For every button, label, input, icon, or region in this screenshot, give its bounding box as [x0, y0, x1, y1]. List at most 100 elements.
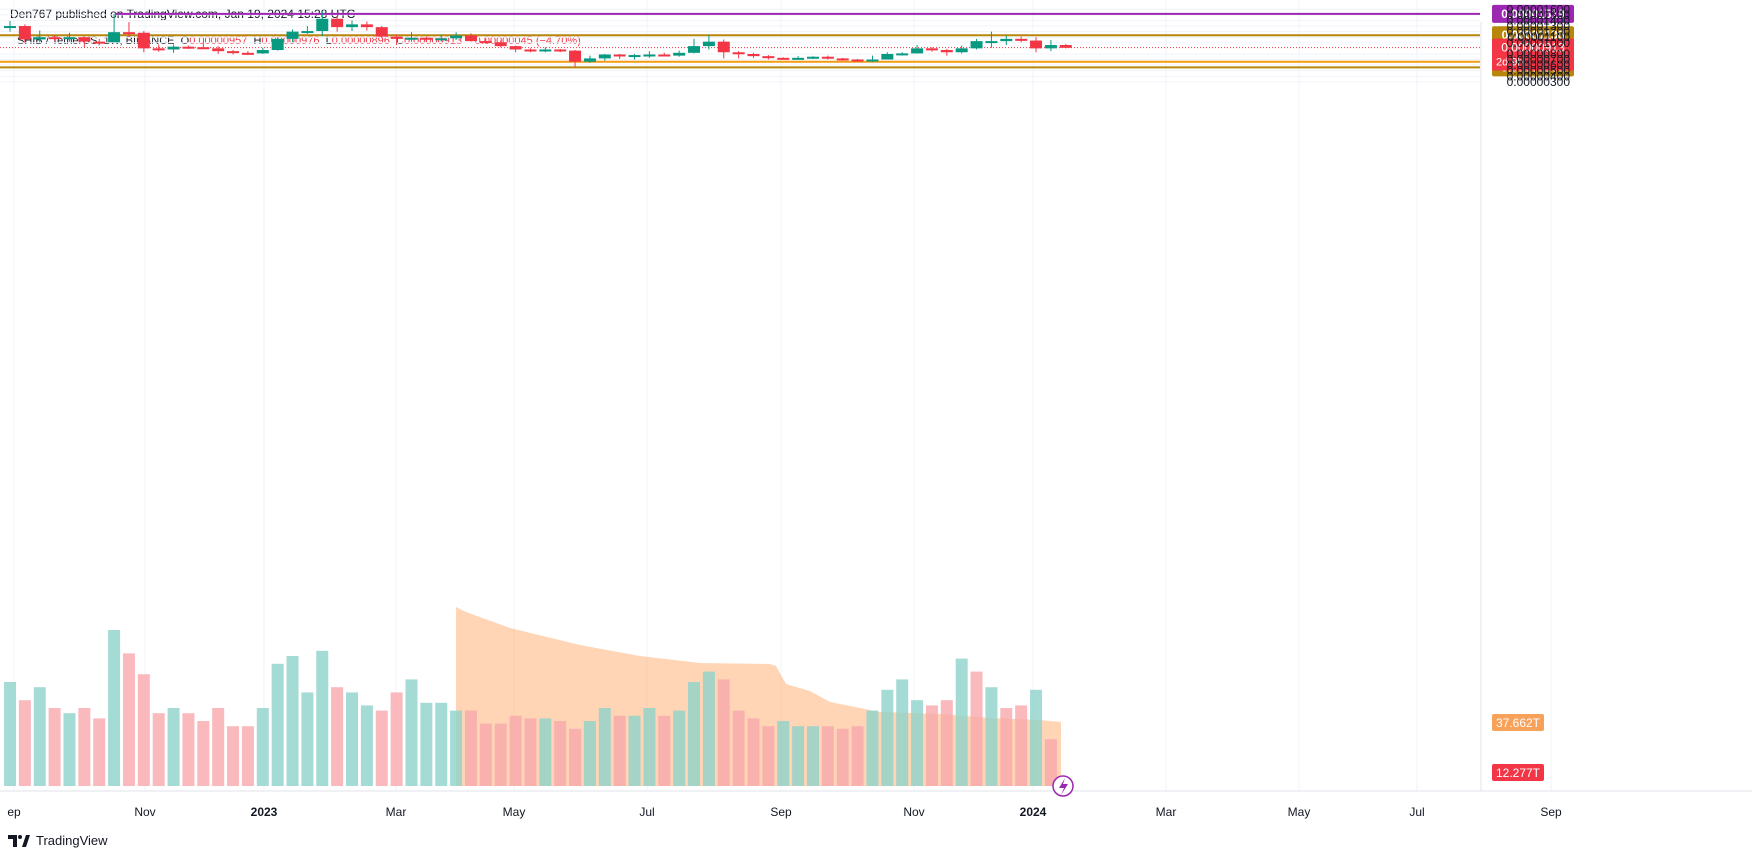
- tradingview-logo-icon: [8, 834, 30, 847]
- volume-bar: [286, 656, 299, 786]
- candle: [301, 26, 314, 34]
- y-tick-label: 0.00001300: [1507, 19, 1571, 33]
- candle: [702, 34, 715, 50]
- candle-body: [896, 53, 909, 56]
- volume-bar: [851, 726, 864, 786]
- candle-body: [866, 59, 879, 62]
- candle-body: [806, 56, 819, 59]
- volume-bar: [197, 721, 210, 786]
- close-label: C: [396, 35, 404, 47]
- candle: [688, 38, 701, 54]
- candle-body: [747, 53, 760, 57]
- candle-body: [450, 35, 463, 39]
- volume-bar: [360, 705, 373, 786]
- candle-body: [613, 54, 626, 57]
- candle-body: [851, 59, 864, 62]
- volume-bar: [970, 671, 983, 786]
- volume-bar: [673, 710, 686, 786]
- volume-bar: [866, 710, 879, 786]
- candle: [93, 38, 106, 45]
- candle: [241, 51, 254, 56]
- candle: [673, 50, 686, 57]
- replay-icon[interactable]: [1052, 775, 1074, 797]
- volume-bar: [435, 702, 448, 786]
- candle-body: [628, 55, 641, 58]
- volume-bar: [732, 710, 745, 786]
- volume-bar: [182, 713, 195, 786]
- candle-body: [836, 58, 849, 61]
- candle: [33, 30, 46, 43]
- candle-body: [286, 31, 299, 39]
- candle-body: [152, 48, 165, 51]
- candle: [554, 48, 567, 53]
- y-tick-label: 0.00000300: [1507, 75, 1571, 89]
- volume-bar: [346, 692, 359, 786]
- x-tick-label: Mar: [386, 805, 407, 819]
- volume-tag-label: 12.277T: [1496, 766, 1541, 780]
- x-tick-label: Nov: [903, 805, 924, 819]
- volume-bar: [911, 700, 924, 786]
- volume-bar: [18, 700, 31, 786]
- volume-bar: [331, 687, 344, 786]
- y-tick-label: 0.00000600: [1507, 58, 1571, 72]
- candle: [137, 31, 150, 53]
- volume-bar: [108, 630, 121, 786]
- candle-body: [985, 41, 998, 44]
- countdown-label: 2d 9h: [1496, 57, 1524, 69]
- candle: [227, 50, 240, 55]
- volume-bar: [122, 653, 135, 786]
- volume-bar: [985, 687, 998, 786]
- volume-bar: [762, 726, 775, 786]
- candle: [212, 46, 225, 54]
- candle: [331, 15, 344, 32]
- candle: [78, 36, 91, 48]
- volume-bar: [925, 705, 938, 786]
- tradingview-brand[interactable]: TradingView: [8, 833, 108, 848]
- y-tick-label: 0.00000400: [1507, 69, 1571, 83]
- candle: [940, 48, 953, 56]
- x-tick-label: Mar: [1156, 805, 1177, 819]
- candle: [925, 47, 938, 52]
- volume-bar: [569, 728, 582, 786]
- candle: [1059, 43, 1072, 49]
- volume-tag: [1492, 764, 1544, 781]
- candle: [360, 21, 373, 31]
- volume-bar: [494, 723, 507, 786]
- close-value: 0.00000913: [403, 35, 463, 47]
- volume-bar: [836, 728, 849, 786]
- volume-bar: [405, 679, 418, 786]
- candle-body: [197, 47, 210, 50]
- x-tick-label: Sep: [770, 805, 792, 819]
- candle-body: [658, 54, 671, 57]
- candle: [598, 53, 611, 61]
- candle: [18, 24, 31, 43]
- volume-bar: [598, 708, 611, 786]
- x-tick-label: Sep: [1540, 805, 1562, 819]
- volume-bar: [806, 726, 819, 786]
- candle-body: [331, 18, 344, 28]
- volume-bar: [137, 674, 150, 786]
- volume-bar: [524, 718, 537, 786]
- volume-bar: [896, 679, 909, 786]
- volume-bar: [241, 726, 254, 786]
- volume-bar: [1044, 739, 1057, 786]
- candle-body: [940, 50, 953, 53]
- candle: [985, 31, 998, 48]
- candle-body: [598, 54, 611, 59]
- candle-body: [212, 48, 225, 52]
- candle: [806, 56, 819, 59]
- volume-bar: [717, 679, 730, 786]
- x-tick-label: Nov: [134, 805, 155, 819]
- candle: [346, 20, 359, 32]
- candle: [375, 26, 388, 39]
- candle-body: [122, 32, 135, 35]
- candle-body: [970, 41, 983, 49]
- candle: [1015, 36, 1028, 43]
- volume-bar: [301, 692, 314, 786]
- volume-bar: [464, 710, 477, 786]
- volume-bar: [702, 671, 715, 786]
- candle-body: [435, 38, 448, 41]
- volume-bar: [390, 692, 403, 786]
- volume-bar: [583, 721, 596, 786]
